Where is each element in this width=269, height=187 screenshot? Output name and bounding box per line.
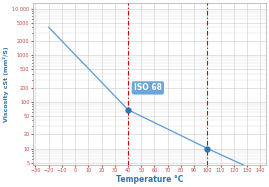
Y-axis label: Viscosity cSt (mm²/S): Viscosity cSt (mm²/S) xyxy=(3,46,9,122)
X-axis label: Temperature °C: Temperature °C xyxy=(115,174,183,183)
Text: ISO 68: ISO 68 xyxy=(134,83,162,92)
